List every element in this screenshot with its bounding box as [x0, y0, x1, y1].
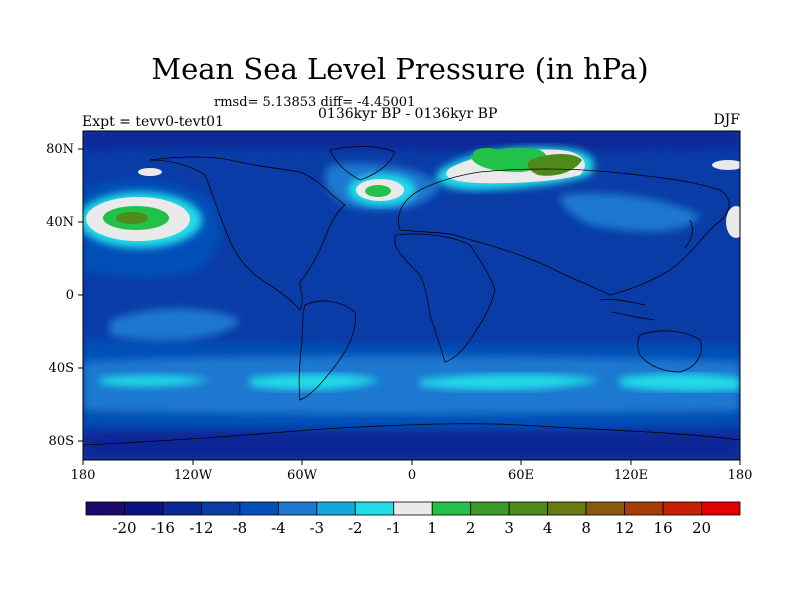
- colorbar-label: -1: [386, 519, 402, 537]
- colorbar-swatch-2: [162, 501, 202, 516]
- xtick-180e: 180: [727, 468, 753, 483]
- colorbar-label: 2: [465, 519, 476, 537]
- colorbar-swatch-16: [701, 501, 741, 516]
- colorbar-swatch-14: [624, 501, 664, 516]
- field-bering-white: [138, 168, 162, 176]
- colorbar: [85, 501, 741, 516]
- colorbar-swatch-3: [201, 501, 241, 516]
- colorbar-swatch-0: [85, 501, 125, 516]
- coast-greenland: [329, 146, 396, 181]
- coast-indonesia: [599, 299, 656, 321]
- colorbar-swatch-13: [585, 501, 625, 516]
- field-atlantic-green: [365, 185, 391, 197]
- field-arctic-darkgreen: [527, 154, 582, 176]
- colorbar-swatch-6: [316, 501, 356, 516]
- field-pacific-darkgreen: [116, 212, 148, 224]
- coastlines: [83, 146, 740, 446]
- coast-africa: [394, 233, 496, 363]
- colorbar-label: -2: [347, 519, 363, 537]
- colorbar-label: 12: [615, 519, 635, 537]
- xtick-180w: 180: [70, 468, 96, 483]
- coast-australia: [637, 330, 702, 373]
- field-arctic-deep: [83, 131, 740, 150]
- xtick-120w: 120W: [173, 468, 213, 483]
- field-south-pacific-cyan: [100, 375, 210, 387]
- coast-antarctica: [83, 423, 740, 446]
- colorbar-swatch-4: [239, 501, 279, 516]
- coast-japan: [684, 219, 693, 249]
- season-label: DJF: [713, 112, 740, 128]
- coast-europe-asia: [398, 168, 730, 296]
- colorbar-label: -20: [112, 519, 137, 537]
- colorbar-label: -12: [189, 519, 214, 537]
- xtick-0: 0: [407, 468, 417, 483]
- ytick-40s: 40S: [48, 361, 74, 376]
- field-southern-cyan-2: [420, 374, 600, 390]
- xtick-60e: 60E: [507, 468, 535, 483]
- xtick-120e: 120E: [613, 468, 649, 483]
- colorbar-label: 20: [691, 519, 712, 537]
- colorbar-label: 16: [653, 519, 673, 537]
- period-label: 0136kyr BP - 0136kyr BP: [318, 106, 498, 122]
- page-title: Mean Sea Level Pressure (in hPa): [151, 52, 649, 86]
- pressure-field: [83, 131, 740, 460]
- ytick-0: 0: [65, 288, 74, 303]
- colorbar-swatch-5: [277, 501, 318, 516]
- colorbar-label: -4: [271, 519, 286, 537]
- colorbar-swatch-10: [470, 501, 510, 516]
- field-southern-cyan-1: [250, 373, 380, 390]
- ytick-40n: 40N: [46, 215, 74, 230]
- ytick-80s: 80S: [48, 434, 74, 449]
- xtick-60w: 60W: [287, 468, 317, 483]
- colorbar-label: -8: [232, 519, 248, 537]
- colorbar-swatch-11: [508, 501, 549, 516]
- colorbar-label: 8: [581, 519, 591, 537]
- coast-north-america: [149, 156, 346, 311]
- colorbar-swatch-8: [393, 501, 433, 516]
- axis-ticks: [78, 148, 741, 465]
- field-east-arctic-white: [712, 160, 740, 170]
- field-east-pacific-white: [726, 206, 740, 238]
- field-southern-light-band: [83, 356, 740, 414]
- colorbar-label: 3: [504, 519, 514, 537]
- field-tropical-south-pacific: [110, 308, 240, 340]
- colorbar-swatch-7: [354, 501, 395, 516]
- colorbar-swatch-1: [124, 501, 164, 516]
- field-southern-cyan-3: [620, 373, 740, 392]
- field-arctic-green-small: [473, 148, 501, 158]
- rmsd-diff-label: rmsd= 5.13853 diff= -4.45001: [214, 95, 416, 110]
- colorbar-swatch-12: [547, 501, 587, 516]
- colorbar-swatch-9: [431, 501, 472, 516]
- coast-south-america: [298, 300, 356, 401]
- ytick-80n: 80N: [46, 142, 74, 157]
- field-asia-east: [560, 193, 700, 232]
- colorbar-label: 4: [542, 519, 553, 537]
- colorbar-label: 1: [427, 519, 437, 537]
- colorbar-swatch-15: [662, 501, 702, 516]
- colorbar-label: -16: [150, 519, 175, 537]
- field-antarctic-deep: [83, 429, 740, 460]
- experiment-label: Expt = tevv0-tevt01: [82, 114, 224, 130]
- colorbar-label: -3: [309, 519, 325, 537]
